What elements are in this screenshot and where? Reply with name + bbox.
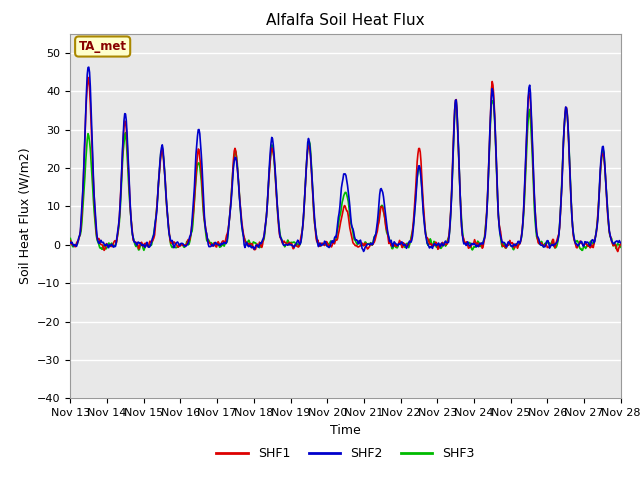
Text: TA_met: TA_met <box>79 40 127 53</box>
Legend: SHF1, SHF2, SHF3: SHF1, SHF2, SHF3 <box>211 442 480 465</box>
Y-axis label: Soil Heat Flux (W/m2): Soil Heat Flux (W/m2) <box>19 148 31 284</box>
X-axis label: Time: Time <box>330 424 361 437</box>
Title: Alfalfa Soil Heat Flux: Alfalfa Soil Heat Flux <box>266 13 425 28</box>
